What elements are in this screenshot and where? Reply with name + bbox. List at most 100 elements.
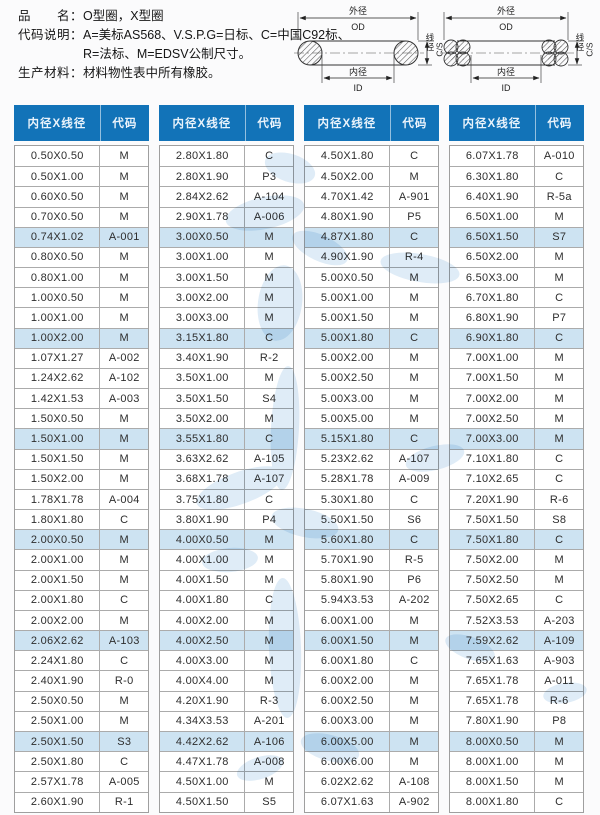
cs-label-cn: 线径	[575, 33, 585, 52]
size-value: 7.00X1.50	[450, 368, 536, 389]
spec-row: 1.24X2.62 A-102	[15, 367, 148, 389]
size-value: 6.50X2.00	[450, 247, 536, 268]
size-value: 7.50X1.50	[450, 510, 536, 530]
code-value: A-108	[398, 775, 430, 788]
table-body: 2.80X1.80 C 2.80X1.90 P3 2.84X2.62 A-104 2.90X…	[159, 145, 294, 813]
code-value: M	[264, 311, 274, 324]
material-value: 材料物性表中所有橡胶。	[83, 66, 221, 80]
code-column-header: 代码	[547, 118, 573, 130]
code-value: A-006	[253, 211, 285, 224]
code-value: C	[410, 332, 419, 345]
spec-row: 6.50X1.50 S7	[450, 226, 583, 247]
spec-row: 2.50X1.00 M	[15, 710, 148, 731]
code-value: C	[265, 332, 274, 345]
code-value: C	[555, 533, 564, 546]
spec-row: 4.47X1.78 A-008	[160, 751, 293, 772]
code-value: M	[409, 755, 419, 768]
spec-row: 2.80X1.90 P3	[160, 166, 293, 187]
size-value: 3.80X1.90	[160, 510, 246, 530]
spec-row: 7.65X1.63 A-903	[450, 650, 583, 671]
spec-row: 1.07X1.27 A-002	[15, 347, 148, 368]
code-value: M	[264, 251, 274, 264]
size-value: 7.50X2.00	[450, 550, 536, 570]
code-value: A-010	[543, 150, 575, 163]
code-value: C	[410, 231, 419, 244]
size-value: 6.50X3.00	[450, 268, 536, 288]
spec-row: 4.50X1.80 C	[305, 146, 438, 167]
spec-row: 4.80X1.90 P5	[305, 206, 438, 227]
spec-row: 6.07X1.78 A-010	[450, 146, 583, 167]
code-value: M	[409, 715, 419, 728]
size-value: 7.00X1.00	[450, 348, 536, 368]
spec-row: 6.90X1.80 C	[450, 327, 583, 348]
size-value: 6.07X1.78	[450, 146, 536, 167]
code-value: P6	[407, 574, 422, 587]
material-label: 生产材料：	[18, 66, 84, 80]
code-value: A-106	[253, 735, 285, 748]
code-value: M	[409, 291, 419, 304]
code-value: M	[554, 251, 564, 264]
spec-row: 3.55X1.80 C	[160, 428, 293, 449]
spec-row: 3.63X2.62 A-105	[160, 448, 293, 469]
product-info: 品 名：O型圈，X型圈 代码说明：A=美标AS568、V.S.P.G=日标、C=…	[18, 7, 350, 83]
product-name-label: 品 名：	[18, 9, 84, 23]
size-value: 5.00X2.00	[305, 348, 391, 368]
size-value: 4.00X0.50	[160, 530, 246, 550]
size-value: 4.50X2.00	[305, 167, 391, 187]
size-value: 5.94X3.53	[305, 590, 391, 610]
code-column-header: 代码	[257, 118, 283, 130]
code-value: M	[264, 775, 274, 788]
spec-row: 7.00X1.00 M	[450, 347, 583, 368]
size-value: 4.47X1.78	[160, 752, 246, 772]
spec-row: 4.00X2.50 M	[160, 630, 293, 651]
code-value: M	[264, 554, 274, 567]
code-value: M	[264, 634, 274, 647]
spec-row: 0.70X0.50 M	[15, 206, 148, 227]
code-value: M	[119, 533, 129, 546]
size-value: 5.50X1.50	[305, 510, 391, 530]
code-value: A-107	[398, 453, 430, 466]
code-legend-line: 代码说明：A=美标AS568、V.S.P.G=日标、C=中国C92标、	[18, 26, 350, 45]
cs-label-cn: 线径	[425, 33, 435, 52]
size-value: 6.00X2.00	[305, 671, 391, 691]
spec-row: 5.30X1.80 C	[305, 488, 438, 510]
size-value: 4.34X3.53	[160, 711, 246, 731]
table-header: 内径X线径 代码	[449, 105, 584, 141]
code-value: C	[555, 291, 564, 304]
spec-row: 6.00X1.50 M	[305, 630, 438, 651]
code-value: M	[264, 614, 274, 627]
spec-row: 1.80X1.80 C	[15, 509, 148, 530]
spec-row: 7.00X3.00 M	[450, 428, 583, 449]
size-value: 1.80X1.80	[15, 510, 101, 530]
code-value: M	[264, 533, 274, 546]
size-value: 7.65X1.78	[450, 671, 536, 691]
size-value: 6.70X1.80	[450, 288, 536, 308]
size-value: 3.50X2.00	[160, 409, 246, 429]
code-value: R-0	[114, 675, 134, 688]
code-value: M	[409, 271, 419, 284]
size-value: 4.00X1.50	[160, 570, 246, 590]
spec-row: 2.60X1.90 R-1	[15, 791, 148, 812]
spec-row: 8.00X0.50 M	[450, 730, 583, 752]
size-value: 2.00X1.50	[15, 570, 101, 590]
size-value: 3.00X1.00	[160, 247, 246, 268]
size-value: 3.00X1.50	[160, 268, 246, 288]
size-value: 7.00X3.00	[450, 429, 536, 449]
code-value: M	[554, 554, 564, 567]
product-name-value: O型圈，X型圈	[83, 9, 164, 23]
spec-row: 4.42X2.62 A-106	[160, 730, 293, 752]
size-value: 2.40X1.90	[15, 671, 101, 691]
spec-row: 3.50X1.00 M	[160, 367, 293, 389]
spec-row: 0.80X0.50 M	[15, 246, 148, 268]
size-value: 8.00X1.50	[450, 772, 536, 792]
size-value: 2.60X1.90	[15, 792, 101, 812]
size-column-header: 内径X线径	[304, 105, 391, 141]
size-value: 5.30X1.80	[305, 489, 391, 510]
spec-row: 3.00X3.00 M	[160, 307, 293, 328]
spec-row: 5.00X0.50 M	[305, 267, 438, 288]
spec-row: 6.00X1.00 M	[305, 609, 438, 631]
spec-row: 4.87X1.80 C	[305, 226, 438, 247]
size-value: 5.00X5.00	[305, 409, 391, 429]
code-value: C	[120, 654, 129, 667]
